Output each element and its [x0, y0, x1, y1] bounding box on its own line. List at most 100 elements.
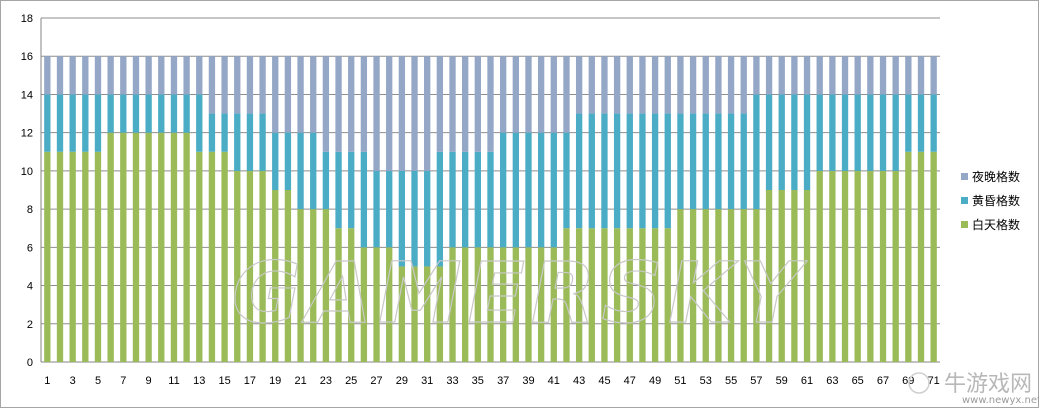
legend-label: 夜晚格数 — [972, 169, 1020, 184]
bar-segment-14-s1 — [208, 113, 216, 152]
bar-segment-48-s1 — [639, 113, 646, 229]
bar-segment-24-s2 — [335, 56, 342, 152]
bar-segment-46-s2 — [613, 56, 621, 114]
y-tick-label: 12 — [21, 128, 33, 140]
x-tick-label: 49 — [649, 375, 661, 387]
bar-segment-64-s2 — [841, 56, 849, 95]
bar-segment-23-s0 — [322, 209, 330, 362]
bar-segment-41-s2 — [550, 56, 557, 133]
bar-segment-52-s2 — [689, 56, 697, 114]
bar-segment-49-s2 — [651, 56, 659, 114]
bar-segment-22-s2 — [310, 56, 317, 133]
x-tick-label: 33 — [446, 375, 458, 387]
bar-segment-42-s2 — [563, 56, 570, 133]
y-tick-label: 0 — [27, 357, 33, 369]
y-tick-label: 14 — [21, 89, 33, 101]
bar-segment-3-s2 — [69, 56, 76, 95]
bar-segment-3-s1 — [69, 94, 76, 152]
bar-segment-8-s2 — [132, 56, 140, 95]
watermark-main: GAMERSKY — [232, 244, 807, 342]
bar-segment-58-s0 — [765, 190, 773, 362]
bar-segment-45-s0 — [601, 228, 608, 362]
bar-segment-64-s1 — [841, 94, 849, 171]
bar-segment-18-s1 — [259, 113, 266, 171]
x-tick-label: 19 — [269, 375, 281, 387]
bar-segment-27-s2 — [373, 56, 380, 171]
bar-segment-29-s0 — [398, 266, 406, 362]
bar-segment-60-s0 — [791, 190, 798, 362]
x-tick-label: 29 — [396, 375, 408, 387]
bar-segment-71-s0 — [930, 151, 937, 362]
bar-segment-63-s0 — [829, 170, 836, 362]
bar-segment-30-s2 — [411, 56, 418, 171]
x-tick-label: 27 — [370, 375, 382, 387]
x-tick-label: 1 — [44, 375, 50, 387]
x-tick-label: 55 — [725, 375, 737, 387]
bar-segment-6-s1 — [107, 94, 114, 133]
bar-segment-28-s1 — [386, 170, 393, 248]
bar-segment-20-s2 — [284, 56, 292, 133]
bar-segment-64-s0 — [841, 170, 849, 362]
x-tick-label: 63 — [826, 375, 838, 387]
bar-segment-10-s2 — [158, 56, 165, 95]
bar-segment-49-s0 — [651, 228, 659, 362]
bar-segment-4-s0 — [82, 151, 89, 362]
x-tick-label: 21 — [294, 375, 306, 387]
y-tick-label: 16 — [21, 51, 33, 63]
bar-segment-4-s1 — [82, 94, 89, 152]
bar-segment-2-s2 — [56, 56, 64, 95]
y-tick-label: 4 — [27, 281, 33, 293]
x-tick-label: 37 — [497, 375, 509, 387]
bar-segment-8-s1 — [132, 94, 140, 133]
bar-segment-71-s2 — [930, 56, 937, 95]
bar-segment-46-s1 — [613, 113, 621, 229]
y-tick-label: 10 — [21, 166, 33, 178]
bar-segment-67-s2 — [879, 56, 887, 95]
bar-segment-11-s2 — [170, 56, 178, 95]
bar-segment-57-s1 — [753, 94, 760, 210]
x-tick-label: 25 — [345, 375, 357, 387]
bar-segment-1-s1 — [44, 94, 51, 152]
x-tick-label: 31 — [421, 375, 433, 387]
legend-swatch — [961, 197, 968, 204]
bar-segment-62-s1 — [816, 94, 823, 171]
bar-segment-66-s1 — [867, 94, 874, 171]
bar-segment-69-s2 — [905, 56, 912, 95]
x-tick-label: 47 — [624, 375, 636, 387]
bar-segment-44-s1 — [588, 113, 595, 229]
bar-segment-61-s2 — [803, 56, 811, 95]
bar-segment-6-s0 — [107, 132, 114, 362]
x-tick-label: 65 — [852, 375, 864, 387]
bar-segment-37-s1 — [500, 132, 507, 248]
bar-segment-26-s0 — [360, 247, 368, 362]
bar-segment-15-s0 — [221, 151, 228, 362]
bar-segment-20-s0 — [284, 190, 292, 362]
bar-segment-52-s0 — [689, 209, 697, 362]
bar-segment-47-s2 — [626, 56, 633, 114]
bar-segment-56-s0 — [740, 209, 747, 362]
bar-segment-21-s2 — [297, 56, 304, 133]
bar-segment-61-s0 — [803, 190, 811, 362]
bar-segment-71-s1 — [930, 94, 937, 152]
bar-segment-23-s2 — [322, 56, 330, 152]
bar-segment-28-s0 — [386, 247, 393, 362]
bar-segment-42-s1 — [563, 132, 570, 229]
legend-swatch — [961, 173, 968, 180]
bar-segment-50-s1 — [664, 113, 671, 229]
bar-segment-43-s1 — [575, 113, 583, 229]
bar-segment-46-s0 — [613, 228, 621, 362]
bar-segment-59-s2 — [778, 56, 785, 95]
bar-segment-67-s0 — [879, 170, 887, 362]
bar-segment-5-s2 — [94, 56, 102, 95]
bar-segment-54-s2 — [715, 56, 722, 114]
legend-swatch — [961, 221, 968, 228]
bar-segment-34-s0 — [462, 247, 469, 362]
bar-segment-70-s1 — [917, 94, 925, 152]
bar-segment-10-s1 — [158, 94, 165, 133]
bar-segment-40-s0 — [537, 247, 545, 362]
bar-segment-20-s1 — [284, 132, 292, 190]
bar-segment-27-s0 — [373, 247, 380, 362]
bar-segment-37-s2 — [500, 56, 507, 133]
bar-segment-57-s2 — [753, 56, 760, 95]
bar-segment-30-s0 — [411, 266, 418, 362]
